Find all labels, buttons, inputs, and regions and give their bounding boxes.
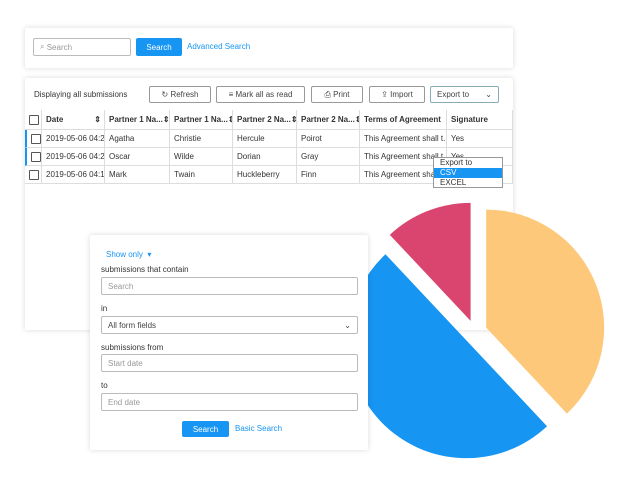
header-text: Terms of Agreement	[364, 115, 441, 124]
label: Print	[333, 90, 350, 99]
print-button[interactable]: ⎙ Print	[311, 86, 363, 103]
column-header[interactable]: Date ⇕	[42, 110, 105, 130]
label: Import	[390, 90, 413, 99]
label: to	[101, 381, 108, 390]
status: Displaying all submissions	[34, 90, 128, 99]
column-header[interactable]: Partner 1 Na...⇕	[170, 110, 233, 130]
cell: Mark	[105, 166, 170, 184]
cell: 2019-05-06 04:1...	[42, 166, 105, 184]
label: Refresh	[170, 90, 199, 99]
mark-read-button[interactable]: ≡ Mark all as read	[216, 86, 305, 103]
cell: Poirot	[297, 130, 360, 148]
cell: 2019-05-06 04:2...	[42, 148, 105, 166]
header-text: Date	[46, 115, 64, 124]
search-button[interactable]: Search	[136, 38, 182, 56]
column-header[interactable]: Partner 1 Na...⇕	[105, 110, 170, 130]
header-text: Partner 1 Na...	[109, 115, 163, 124]
label: Export to	[437, 90, 470, 99]
checkbox[interactable]	[29, 169, 39, 180]
value: All form fields	[108, 320, 157, 330]
header-text: Partner 2 Na...	[301, 115, 355, 124]
refresh-button[interactable]: ↻ Refresh	[149, 86, 211, 103]
cell: Oscar	[105, 148, 170, 166]
header-text: Partner 2 Na...	[237, 115, 291, 124]
column-header[interactable]: Signature	[447, 110, 513, 130]
column-header[interactable]: Partner 2 Na...⇕	[297, 110, 360, 130]
placeholder: Start date	[108, 358, 143, 368]
header-text: Signature	[451, 115, 488, 124]
cell: 2019-05-06 04:2...	[42, 130, 105, 148]
menu-item[interactable]: EXCEL	[440, 178, 467, 187]
cell: Yes	[447, 130, 513, 148]
cell: This Agreement shall t...	[360, 130, 447, 148]
menu-item: Export to	[440, 158, 473, 167]
pie-slice	[389, 202, 471, 321]
menu-item[interactable]: CSV	[434, 168, 502, 178]
contain-input[interactable]: Search	[101, 277, 358, 295]
row-check[interactable]	[25, 166, 42, 184]
placeholder: End date	[108, 397, 141, 407]
search-card: ⌕ Search Search Advanced Search	[25, 28, 513, 68]
column-header[interactable]: Partner 2 Na...⇕	[233, 110, 297, 130]
checkbox	[29, 114, 39, 125]
filter-panel: Show only ▾ submissions that contain Sea…	[90, 235, 368, 450]
label: Show only	[106, 250, 143, 259]
cell: Hercule	[233, 130, 297, 148]
cell: Agatha	[105, 130, 170, 148]
placeholder: Search	[46, 42, 73, 52]
start-date-input[interactable]: Start date	[101, 354, 358, 372]
header-text: Partner 1 Na...	[174, 115, 228, 124]
pie-slice	[348, 254, 548, 459]
checkbox[interactable]	[31, 133, 41, 144]
placeholder: Search	[108, 281, 134, 291]
cell: Gray	[297, 148, 360, 166]
checkbox[interactable]	[31, 151, 41, 162]
export-select[interactable]: Export to ⌄	[430, 86, 499, 103]
header-check	[25, 110, 42, 130]
label: submissions from	[101, 343, 164, 352]
column-header[interactable]: Terms of Agreement	[360, 110, 447, 130]
cell: Wilde	[170, 148, 233, 166]
import-button[interactable]: ⇪ Import	[369, 86, 425, 103]
end-date-input[interactable]: End date	[101, 393, 358, 411]
export-menu: Export to CSV EXCEL	[433, 157, 503, 188]
cell: Dorian	[233, 148, 297, 166]
label: Mark all as read	[235, 90, 293, 99]
cell: Twain	[170, 166, 233, 184]
advanced-search-link[interactable]: Advanced Search	[187, 42, 251, 51]
filter-search-button[interactable]: Search	[182, 421, 229, 437]
show-only[interactable]: Show only ▾	[106, 250, 152, 259]
cell: Huckleberry	[233, 166, 297, 184]
row-check[interactable]	[25, 130, 42, 148]
label: submissions that contain	[101, 265, 189, 274]
cell: Christie	[170, 130, 233, 148]
label: in	[101, 304, 108, 313]
row-check[interactable]	[25, 148, 42, 166]
in-select[interactable]: All form fields ⌄	[101, 316, 358, 334]
cell: Finn	[297, 166, 360, 184]
search-input[interactable]: ⌕ Search	[33, 38, 131, 56]
basic-search-link[interactable]: Basic Search	[235, 424, 283, 433]
pie-slice	[486, 209, 605, 414]
